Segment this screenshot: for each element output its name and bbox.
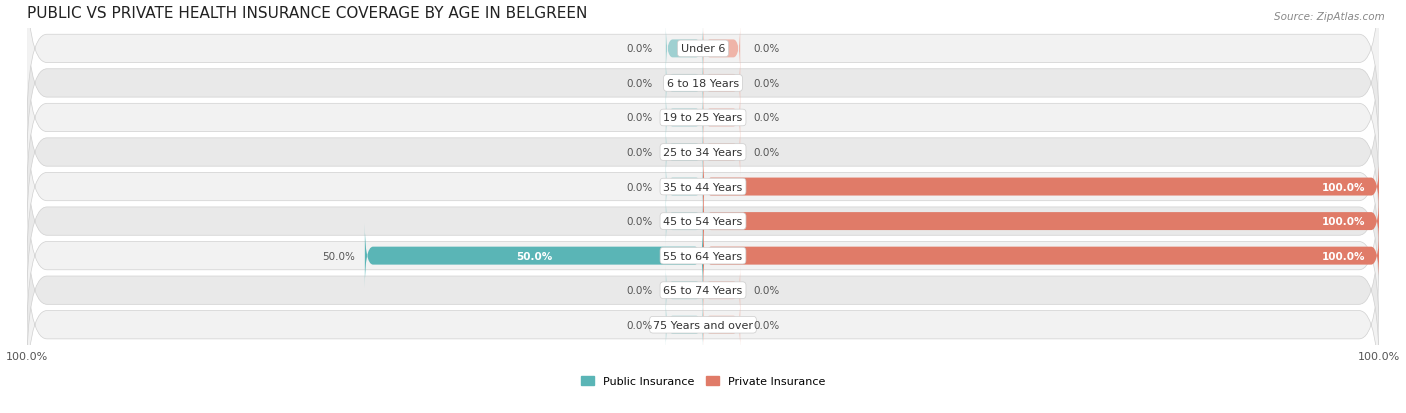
FancyBboxPatch shape [666, 265, 703, 316]
Text: 55 to 64 Years: 55 to 64 Years [664, 251, 742, 261]
Text: 0.0%: 0.0% [754, 320, 780, 330]
Text: 6 to 18 Years: 6 to 18 Years [666, 79, 740, 89]
Text: 0.0%: 0.0% [626, 113, 652, 123]
FancyBboxPatch shape [27, 236, 1379, 413]
Text: 0.0%: 0.0% [754, 285, 780, 295]
FancyBboxPatch shape [666, 127, 703, 178]
Text: 25 to 34 Years: 25 to 34 Years [664, 148, 742, 158]
Text: 0.0%: 0.0% [626, 285, 652, 295]
Text: PUBLIC VS PRIVATE HEALTH INSURANCE COVERAGE BY AGE IN BELGREEN: PUBLIC VS PRIVATE HEALTH INSURANCE COVER… [27, 5, 588, 21]
Text: 75 Years and over: 75 Years and over [652, 320, 754, 330]
FancyBboxPatch shape [703, 24, 740, 75]
Text: 50.0%: 50.0% [516, 251, 553, 261]
FancyBboxPatch shape [666, 196, 703, 247]
Text: 0.0%: 0.0% [626, 148, 652, 158]
FancyBboxPatch shape [703, 189, 1379, 254]
Text: Source: ZipAtlas.com: Source: ZipAtlas.com [1274, 12, 1385, 22]
FancyBboxPatch shape [27, 0, 1379, 173]
Text: 35 to 44 Years: 35 to 44 Years [664, 182, 742, 192]
FancyBboxPatch shape [27, 0, 1379, 138]
FancyBboxPatch shape [27, 98, 1379, 276]
FancyBboxPatch shape [27, 64, 1379, 242]
Text: 0.0%: 0.0% [626, 79, 652, 89]
FancyBboxPatch shape [27, 29, 1379, 207]
Text: 0.0%: 0.0% [626, 44, 652, 54]
Text: 50.0%: 50.0% [322, 251, 354, 261]
Text: 0.0%: 0.0% [754, 148, 780, 158]
Text: Under 6: Under 6 [681, 44, 725, 54]
FancyBboxPatch shape [703, 58, 740, 109]
FancyBboxPatch shape [703, 155, 1379, 219]
FancyBboxPatch shape [27, 201, 1379, 380]
FancyBboxPatch shape [703, 265, 740, 316]
FancyBboxPatch shape [27, 167, 1379, 345]
Text: 65 to 74 Years: 65 to 74 Years [664, 285, 742, 295]
Text: 0.0%: 0.0% [626, 216, 652, 227]
FancyBboxPatch shape [703, 223, 1379, 288]
FancyBboxPatch shape [703, 299, 740, 350]
Text: 45 to 54 Years: 45 to 54 Years [664, 216, 742, 227]
Text: 0.0%: 0.0% [754, 79, 780, 89]
Text: 19 to 25 Years: 19 to 25 Years [664, 113, 742, 123]
FancyBboxPatch shape [364, 223, 703, 288]
FancyBboxPatch shape [703, 93, 740, 144]
FancyBboxPatch shape [666, 299, 703, 350]
Text: 0.0%: 0.0% [754, 113, 780, 123]
Text: 0.0%: 0.0% [754, 44, 780, 54]
FancyBboxPatch shape [27, 132, 1379, 311]
Legend: Public Insurance, Private Insurance: Public Insurance, Private Insurance [576, 371, 830, 391]
FancyBboxPatch shape [703, 127, 740, 178]
FancyBboxPatch shape [666, 161, 703, 213]
Text: 0.0%: 0.0% [626, 320, 652, 330]
Text: 100.0%: 100.0% [1322, 182, 1365, 192]
FancyBboxPatch shape [666, 58, 703, 109]
Text: 100.0%: 100.0% [1322, 216, 1365, 227]
Text: 0.0%: 0.0% [626, 182, 652, 192]
FancyBboxPatch shape [666, 24, 703, 75]
Text: 100.0%: 100.0% [1322, 251, 1365, 261]
FancyBboxPatch shape [666, 93, 703, 144]
